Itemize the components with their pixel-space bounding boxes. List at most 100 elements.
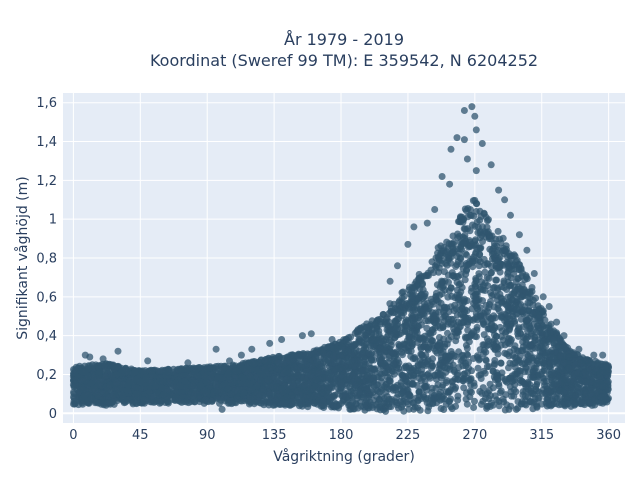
data-point <box>439 324 447 331</box>
data-point <box>471 296 479 304</box>
data-point <box>404 391 412 399</box>
data-point <box>519 391 527 399</box>
data-point <box>281 400 289 407</box>
data-point <box>496 268 504 276</box>
data-point <box>468 330 476 337</box>
data-point <box>596 399 604 407</box>
data-point <box>409 314 417 322</box>
data-point <box>360 393 368 401</box>
data-point <box>450 307 458 315</box>
data-point <box>342 392 349 400</box>
data-point <box>421 332 429 340</box>
data-point <box>558 400 566 408</box>
data-point <box>87 394 95 402</box>
data-point <box>393 327 401 335</box>
data-point <box>442 312 450 320</box>
data-point <box>504 264 512 271</box>
data-point <box>393 399 401 407</box>
data-point <box>495 382 503 390</box>
data-point <box>497 313 505 321</box>
data-point <box>423 383 431 390</box>
data-point <box>259 385 267 393</box>
data-point <box>502 322 510 330</box>
data-point <box>389 349 397 357</box>
data-point <box>227 390 235 398</box>
data-point <box>247 395 254 403</box>
data-point <box>410 399 418 407</box>
data-point <box>396 342 404 350</box>
data-point <box>206 364 213 372</box>
data-point <box>368 356 375 364</box>
data-point <box>444 329 451 337</box>
chart-title-line-2: Koordinat (Sweref 99 TM): E 359542, N 62… <box>150 51 538 70</box>
data-point <box>407 347 415 355</box>
data-point <box>470 404 478 411</box>
data-point <box>385 354 393 362</box>
data-point <box>212 363 220 370</box>
chart-title-line-1: År 1979 - 2019 <box>284 30 404 49</box>
data-point <box>430 269 437 277</box>
data-point <box>405 405 413 413</box>
data-point <box>461 333 469 341</box>
data-point <box>75 388 83 396</box>
data-point <box>409 292 417 300</box>
data-point <box>469 257 477 265</box>
data-point <box>487 298 494 305</box>
data-point <box>511 306 519 314</box>
data-point <box>518 398 526 405</box>
data-point <box>533 381 541 388</box>
data-point <box>522 356 530 364</box>
data-point <box>528 354 536 362</box>
data-point <box>414 314 422 322</box>
data-point <box>400 292 408 300</box>
data-point <box>319 396 327 404</box>
data-point <box>445 287 453 295</box>
data-point <box>234 386 242 394</box>
data-point <box>440 268 448 276</box>
data-point <box>376 369 384 377</box>
data-point <box>369 336 377 344</box>
data-point <box>535 394 543 402</box>
data-point <box>101 362 108 370</box>
data-point <box>553 395 561 403</box>
data-point <box>487 315 495 323</box>
data-point <box>458 356 466 364</box>
data-point <box>518 306 526 314</box>
data-point <box>415 388 423 396</box>
data-point <box>482 356 490 364</box>
data-point <box>470 212 478 220</box>
data-point <box>440 406 448 413</box>
data-point <box>510 270 518 278</box>
data-point <box>474 364 482 372</box>
data-point <box>598 360 606 368</box>
data-point <box>474 354 482 361</box>
data-point <box>468 367 476 375</box>
data-point <box>495 402 503 410</box>
data-point <box>344 375 352 383</box>
data-point <box>416 285 424 293</box>
data-point <box>497 333 505 340</box>
data-point <box>443 340 451 348</box>
data-point <box>201 396 209 404</box>
data-point <box>444 320 452 328</box>
data-point <box>193 390 201 398</box>
data-point <box>480 341 488 349</box>
data-point <box>483 335 491 343</box>
data-point <box>387 307 395 315</box>
data-point <box>466 206 474 214</box>
data-point <box>533 402 541 410</box>
data-point <box>331 366 339 373</box>
data-point <box>443 377 451 385</box>
data-point <box>233 395 241 402</box>
data-point <box>329 359 337 367</box>
data-point <box>488 399 495 407</box>
data-point <box>460 240 468 248</box>
data-point <box>437 280 445 288</box>
data-point <box>578 399 585 407</box>
data-point <box>283 393 291 401</box>
data-point <box>139 367 147 375</box>
data-point <box>411 320 419 328</box>
data-point <box>405 333 413 340</box>
data-point <box>497 359 505 367</box>
data-point <box>400 300 408 308</box>
